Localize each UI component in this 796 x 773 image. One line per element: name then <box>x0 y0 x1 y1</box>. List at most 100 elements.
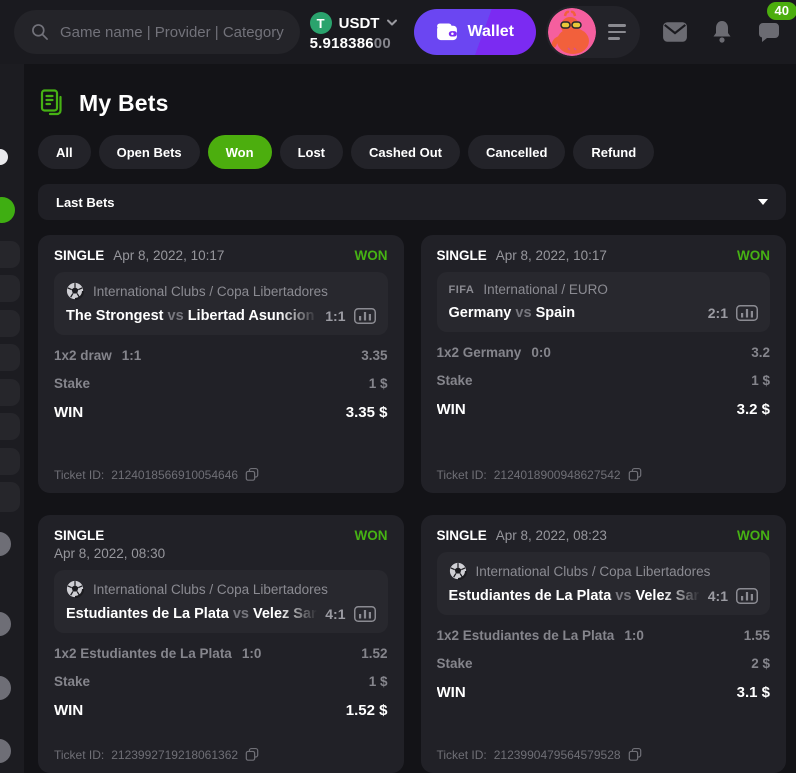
chevron-down-icon <box>386 19 398 27</box>
mail-icon[interactable] <box>662 19 688 45</box>
copy-icon[interactable] <box>245 747 259 762</box>
filter-pill-lost[interactable]: Lost <box>279 135 344 169</box>
market-name: 1x2 Estudiantes de La Plata <box>54 646 232 661</box>
away-team: Velez Sarsfield <box>635 588 700 604</box>
copy-icon[interactable] <box>628 747 642 762</box>
my-bets-page: My Bets All Open Bets Won Lost Cashed Ou… <box>24 64 796 773</box>
match-panel[interactable]: FIFA International / EURO Germany vs Spa… <box>436 272 770 332</box>
match-panel[interactable]: FIFA International Clubs / Copa Libertad… <box>436 552 770 615</box>
currency-selector[interactable]: T USDT 5.91838600 <box>309 12 399 52</box>
bet-date: Apr 8, 2022, 08:30 <box>54 546 166 561</box>
vs-label: vs <box>515 305 532 321</box>
win-label: WIN <box>436 401 466 418</box>
stake-value: 1 $ <box>368 376 388 391</box>
ticket-id-value: 2123992719218061362 <box>111 747 239 762</box>
hamburger-menu-icon[interactable] <box>608 24 626 40</box>
filter-pill-open-bets[interactable]: Open Bets <box>98 135 200 169</box>
bet-card: SINGLE Apr 8, 2022, 08:30 WON FIFA Inter… <box>38 515 404 773</box>
avatar[interactable] <box>548 8 596 56</box>
wallet-button[interactable]: Wallet <box>414 9 536 55</box>
bet-status-badge: WON <box>737 528 770 543</box>
win-value: 3.2 $ <box>736 401 770 418</box>
win-row: WIN 1.52 $ <box>54 702 388 719</box>
sidebar-partial-item[interactable] <box>0 448 20 475</box>
stats-icon[interactable] <box>736 305 758 321</box>
sort-select-value: Last Bets <box>56 194 115 210</box>
match-teams: Estudiantes de La Plata vs Velez Sarsfie… <box>449 588 700 604</box>
filter-pill-cashed-out[interactable]: Cashed Out <box>351 135 460 169</box>
chat-icon[interactable]: 40 <box>756 2 796 45</box>
sidebar-partial-sport-icon[interactable] <box>0 532 11 556</box>
ticket-row: Ticket ID: 2123992719218061362 <box>54 747 259 762</box>
stats-icon[interactable] <box>353 308 376 324</box>
fifa-icon: FIFA <box>448 283 475 296</box>
bet-cards-grid: SINGLE Apr 8, 2022, 10:17 WON FIFA Inter… <box>38 235 786 773</box>
sidebar-partial-item[interactable] <box>0 344 20 371</box>
sort-select[interactable]: Last Bets <box>38 184 786 220</box>
stake-label: Stake <box>54 376 91 391</box>
ticket-row: Ticket ID: 2123990479564579528 <box>437 747 642 762</box>
filter-pill-won[interactable]: Won <box>207 135 272 169</box>
away-team: Velez Sarsfield <box>252 606 317 622</box>
bet-slip-icon <box>38 88 66 118</box>
sidebar-partial-item[interactable] <box>0 482 20 512</box>
sidebar-partial-sport-icon[interactable] <box>0 739 11 763</box>
bet-type: SINGLE <box>54 248 105 263</box>
bet-type: SINGLE <box>436 528 487 543</box>
sidebar-partial-icon[interactable] <box>0 149 8 165</box>
league-name: International Clubs / Copa Libertadores <box>93 283 328 299</box>
soccer-ball-icon <box>66 282 84 300</box>
bet-date: Apr 8, 2022, 10:17 <box>495 248 607 263</box>
market-result: 1:0 <box>241 646 262 661</box>
match-panel[interactable]: FIFA International Clubs / Copa Libertad… <box>54 272 388 335</box>
market-result: 0:0 <box>531 345 551 360</box>
ticket-id-value: 2123990479564579528 <box>493 747 621 762</box>
ticket-id-label: Ticket ID: <box>54 467 105 482</box>
sidebar-partial-sport-icon[interactable] <box>0 612 11 636</box>
league-name: International / EURO <box>483 282 608 297</box>
wallet-balance: 5.91838600 <box>309 35 391 52</box>
bet-status-badge: WON <box>354 528 388 543</box>
sidebar-partial-sport-icon[interactable] <box>0 676 11 700</box>
bet-type: SINGLE <box>436 248 487 263</box>
sidebar-partial-icon-active[interactable] <box>0 197 15 223</box>
currency-code: USDT <box>338 14 380 32</box>
stake-row: Stake 1 $ <box>54 376 388 391</box>
bet-card-header: SINGLE Apr 8, 2022, 10:17 WON <box>437 248 771 263</box>
ticket-id-label: Ticket ID: <box>436 747 487 762</box>
league-name: International Clubs / Copa Libertadores <box>475 563 711 579</box>
sidebar-partial-item[interactable] <box>0 413 20 440</box>
home-team: Estudiantes de La Plata <box>66 606 229 622</box>
top-bar: T USDT 5.91838600 Wallet 40 <box>0 0 796 64</box>
stake-row: Stake 1 $ <box>437 373 771 388</box>
search-input[interactable] <box>60 23 284 41</box>
copy-icon[interactable] <box>245 467 259 482</box>
odds-value: 1.52 <box>361 646 388 661</box>
filter-pill-refund[interactable]: Refund <box>573 135 655 169</box>
filter-pill-cancelled[interactable]: Cancelled <box>467 135 566 169</box>
stats-icon[interactable] <box>353 606 376 622</box>
match-panel[interactable]: FIFA International Clubs / Copa Libertad… <box>54 570 388 633</box>
sidebar-partial-item[interactable] <box>0 379 20 406</box>
market-row: 1x2 Estudiantes de La Plata 1:0 1.55 <box>437 628 771 643</box>
copy-icon[interactable] <box>628 467 642 482</box>
filter-pill-all[interactable]: All <box>38 135 91 169</box>
tether-coin-icon: T <box>309 12 332 34</box>
sidebar-partial-item[interactable] <box>0 275 20 302</box>
bet-card: SINGLE Apr 8, 2022, 10:17 WON FIFA Inter… <box>38 235 404 493</box>
bell-icon[interactable] <box>709 19 735 45</box>
stake-value: 1 $ <box>368 674 388 689</box>
home-team: Estudiantes de La Plata <box>448 588 612 604</box>
market-name: 1x2 Estudiantes de La Plata <box>436 628 615 643</box>
market-result: 1:0 <box>624 628 644 643</box>
away-team: Spain <box>535 305 576 321</box>
profile-menu[interactable] <box>546 6 640 58</box>
search-bar[interactable] <box>14 10 300 54</box>
bet-card-header: SINGLE Apr 8, 2022, 08:23 WON <box>437 528 771 543</box>
search-icon <box>30 22 50 42</box>
sidebar-partial-item[interactable] <box>0 241 20 268</box>
win-value: 3.35 $ <box>345 404 388 421</box>
vs-label: vs <box>167 308 184 324</box>
stats-icon[interactable] <box>736 588 758 604</box>
sidebar-partial-item[interactable] <box>0 310 20 337</box>
